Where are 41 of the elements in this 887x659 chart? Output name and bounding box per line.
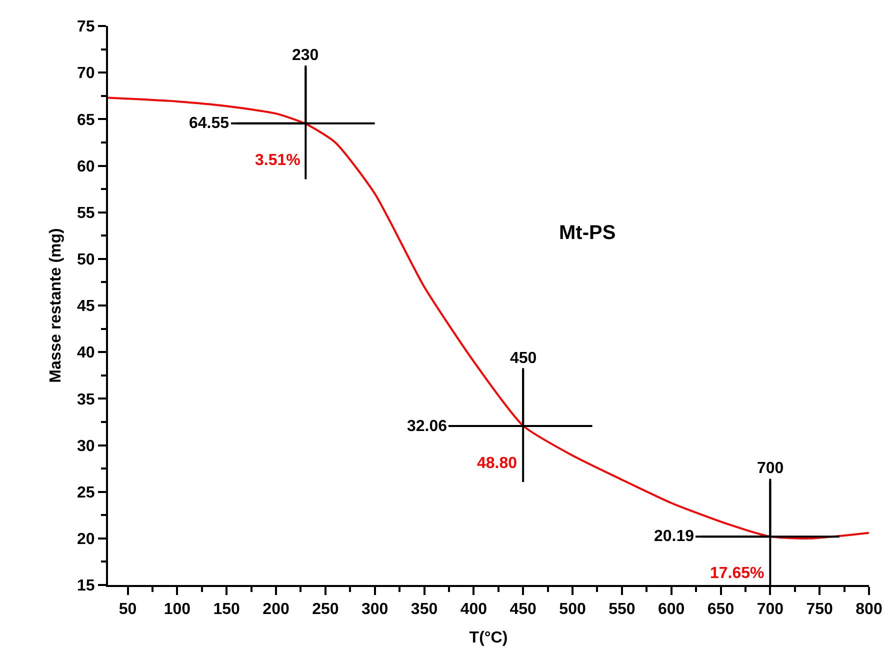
x-tick-label: 400 — [460, 601, 488, 618]
annotation: 3.51% — [255, 152, 300, 169]
y-tick-label: 30 — [77, 438, 95, 455]
x-tick-label: 250 — [312, 601, 339, 618]
y-tick-label: 20 — [77, 531, 95, 548]
y-tick-label: 75 — [77, 18, 95, 36]
x-tick-label: 50 — [118, 601, 137, 618]
x-tick-label: 300 — [361, 601, 388, 618]
x-axis-title: T(°C) — [469, 629, 508, 646]
y-tick-label: 65 — [77, 112, 95, 129]
annotation: 230 — [292, 47, 319, 64]
y-tick-label: 15 — [77, 578, 95, 595]
y-tick-label: 50 — [77, 252, 95, 269]
x-tick-label: 750 — [806, 601, 834, 618]
annotation: 32.06 — [407, 418, 448, 435]
x-tick-label: 150 — [213, 601, 240, 618]
text: Mt-PS — [559, 222, 616, 244]
y-tick-label: 70 — [77, 65, 95, 82]
x-tick-label: 550 — [608, 601, 636, 618]
y-axis-title: Masse restante (mg) — [47, 228, 64, 383]
x-tick-label: 700 — [756, 601, 784, 618]
annotation: 64.55 — [189, 115, 230, 132]
y-tick-label: 40 — [77, 344, 95, 362]
y-tick-label: 35 — [77, 391, 95, 408]
annotation: 700 — [757, 460, 784, 477]
annotation: 17.65% — [710, 565, 764, 582]
y-tick-label: 45 — [77, 298, 95, 316]
x-tick-label: 450 — [510, 601, 537, 618]
x-tick-label: 800 — [856, 601, 882, 618]
y-tick-label: 55 — [77, 204, 95, 222]
y-tick-label: 60 — [77, 158, 95, 176]
annotation: 48.80 — [477, 455, 518, 472]
x-tick-label: 350 — [410, 601, 438, 618]
x-tick-label: 100 — [164, 601, 191, 618]
annotation: 20.19 — [654, 528, 694, 545]
annotation: 450 — [510, 350, 537, 367]
x-tick-label: 600 — [658, 601, 685, 618]
x-tick-label: 650 — [707, 601, 734, 618]
x-tick-label: 500 — [559, 601, 586, 618]
x-tick-label: 200 — [262, 601, 290, 618]
y-tick-label: 25 — [77, 484, 95, 502]
